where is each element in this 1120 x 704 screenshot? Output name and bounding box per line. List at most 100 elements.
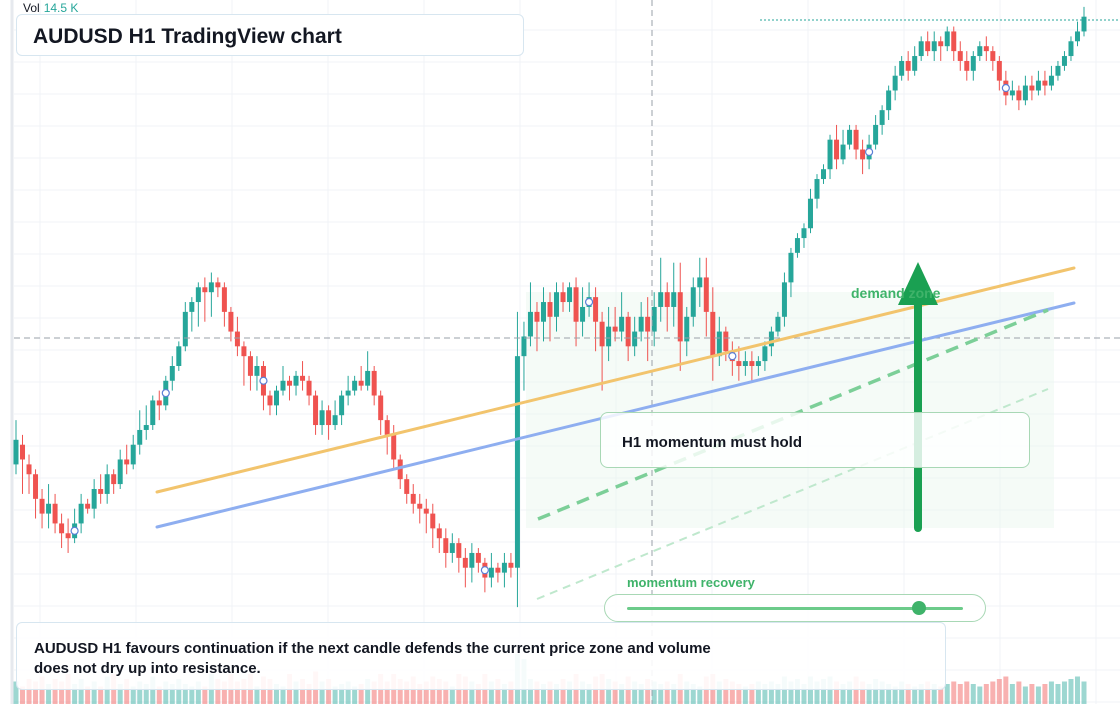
candle-body — [1016, 90, 1022, 101]
candle-body — [560, 292, 566, 303]
candle-body — [300, 375, 306, 381]
volume-bar — [723, 679, 729, 704]
volume-bar — [567, 681, 573, 704]
volume-bar — [117, 684, 123, 704]
candle-body — [990, 51, 996, 61]
volume-bar — [176, 679, 182, 704]
event-marker[interactable] — [728, 352, 737, 361]
slider-knob[interactable] — [912, 601, 927, 615]
volume-bar — [306, 684, 312, 704]
candle-body — [287, 380, 293, 386]
volume-bar — [1042, 684, 1048, 704]
candle-body — [273, 390, 279, 406]
candle-body — [573, 287, 579, 322]
volume-bar — [449, 686, 455, 704]
candle-body — [716, 331, 722, 357]
volume-bar — [964, 681, 970, 704]
candle-body — [658, 292, 664, 307]
candle-body — [221, 287, 227, 312]
summary-text: AUDUSD H1 favours continuation if the ne… — [34, 640, 711, 677]
candle-body — [228, 311, 234, 332]
volume-bar — [404, 681, 410, 704]
volume-bar — [794, 679, 800, 704]
candle-body — [834, 139, 840, 160]
volume-bar — [13, 681, 19, 704]
volume-bar — [475, 684, 481, 704]
candle-body — [85, 503, 91, 509]
volume-bar — [1061, 681, 1067, 704]
candle-body — [521, 336, 527, 357]
event-marker[interactable] — [864, 147, 874, 157]
candle-body — [104, 474, 110, 494]
candle-body — [39, 498, 45, 514]
volume-bar — [1081, 681, 1087, 704]
volume-bar — [91, 681, 97, 704]
candle-body — [404, 479, 410, 494]
volume-bar — [143, 684, 149, 704]
volume-bar — [840, 684, 846, 704]
volume-bar — [26, 679, 32, 704]
event-marker[interactable] — [161, 388, 170, 398]
candle-body — [794, 238, 800, 253]
candle-body — [625, 316, 631, 347]
volume-bar — [365, 679, 371, 704]
candle-body — [449, 543, 455, 553]
volume-bar — [371, 681, 377, 704]
candle-body — [638, 316, 644, 332]
volume-bar — [46, 684, 52, 704]
candle-body — [475, 552, 481, 563]
volume-bar — [469, 681, 475, 704]
volume-bar — [977, 686, 983, 704]
momentum-recovery-slider[interactable] — [604, 594, 986, 622]
volume-bar — [547, 681, 553, 704]
volume-bar — [716, 681, 722, 704]
volume-bar — [586, 684, 592, 704]
volume-bar — [423, 681, 429, 704]
volume-bar — [293, 681, 299, 704]
candle-body — [677, 292, 683, 342]
event-marker[interactable] — [259, 376, 268, 385]
volume-bar — [853, 676, 859, 704]
candle-body — [208, 282, 214, 293]
candle-body — [632, 331, 638, 347]
volume-readout: Vol 14.5 K — [23, 1, 78, 15]
volume-bar — [554, 684, 560, 704]
candle-body — [762, 346, 768, 362]
event-marker[interactable] — [584, 297, 594, 307]
candle-body — [554, 292, 560, 317]
volume-bar — [72, 684, 78, 704]
volume-label: Vol — [23, 1, 40, 15]
event-marker[interactable] — [1001, 83, 1010, 93]
volume-bar — [267, 679, 273, 704]
volume-bar — [182, 684, 188, 704]
event-markers — [70, 83, 1010, 575]
volume-bar — [814, 681, 820, 704]
candle-body — [137, 429, 143, 445]
candle-body — [534, 311, 540, 322]
volume-bar — [527, 679, 533, 704]
candle-body — [827, 139, 833, 170]
candle-body — [547, 302, 553, 317]
candle-body — [567, 287, 573, 303]
candle-body — [905, 60, 911, 71]
candle-body — [892, 75, 898, 91]
candle-body — [91, 489, 97, 509]
event-marker[interactable] — [70, 526, 79, 535]
volume-bar — [33, 681, 39, 704]
candle-body — [593, 297, 599, 322]
event-marker[interactable] — [480, 566, 489, 575]
volume-bar — [671, 684, 677, 704]
volume-bar — [430, 676, 436, 704]
candle-body — [710, 311, 716, 357]
candle-body — [215, 282, 221, 288]
candle-body — [345, 390, 351, 396]
candle-body — [508, 562, 514, 568]
slider-track[interactable] — [627, 607, 963, 610]
up-arrow-head — [898, 262, 938, 305]
candle-body — [98, 489, 104, 494]
volume-bar — [847, 681, 853, 704]
volume-bar — [957, 684, 963, 704]
candle-body — [371, 370, 377, 396]
candle-body — [736, 361, 742, 366]
